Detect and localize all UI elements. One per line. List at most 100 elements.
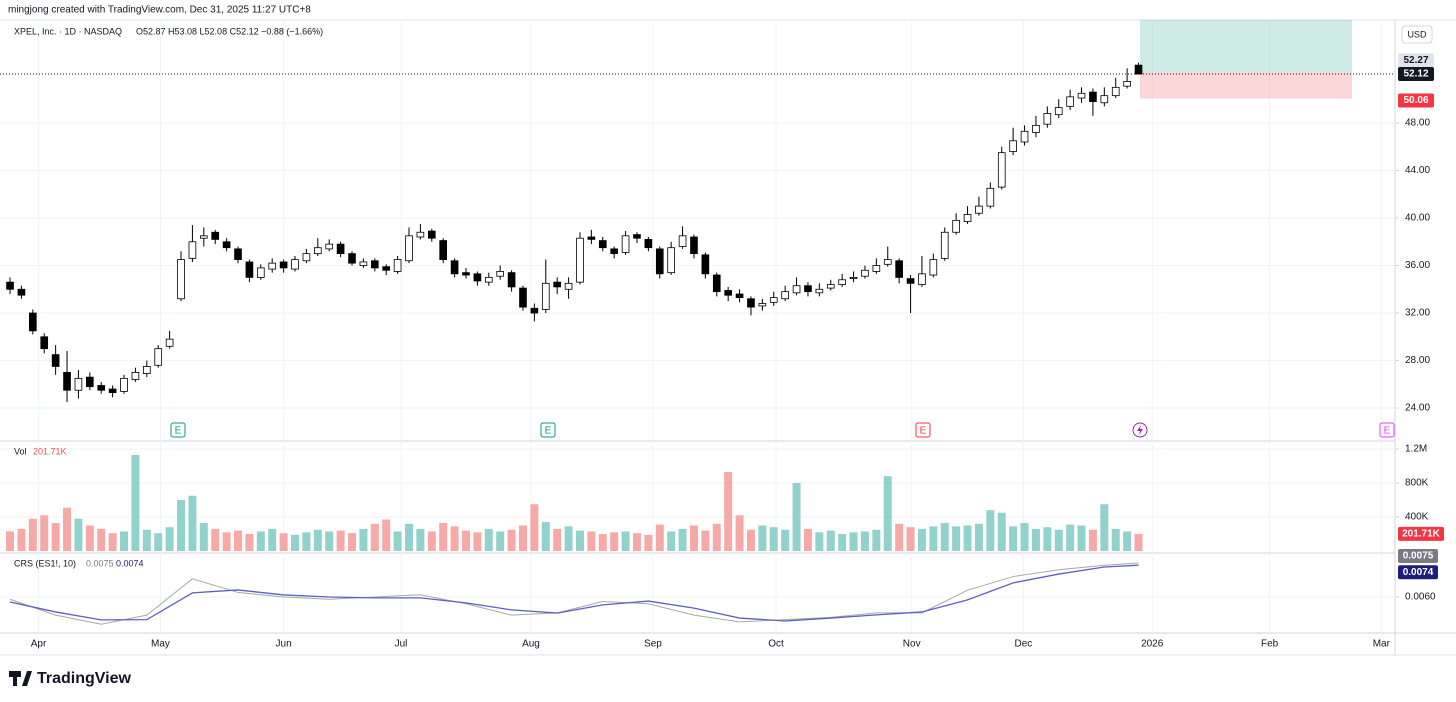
- candle-body: [633, 234, 641, 239]
- volume-bar: [450, 526, 459, 551]
- candle-body: [769, 297, 778, 303]
- x-tick-label: Nov: [903, 639, 921, 650]
- candle-body: [667, 247, 675, 274]
- volume-bar: [234, 530, 242, 551]
- candle-body: [462, 272, 470, 276]
- candle-body: [211, 231, 220, 240]
- volume-bar: [177, 499, 186, 551]
- candle-body: [1111, 86, 1120, 97]
- candle-body: [40, 336, 49, 350]
- crs-tag-box: [1398, 548, 1438, 563]
- x-tick-label: Dec: [1014, 639, 1032, 650]
- candle-body: [519, 287, 527, 308]
- volume-bar: [1134, 533, 1143, 551]
- y-tick-label: 48.00: [1405, 118, 1430, 129]
- lightning-icon: [1137, 425, 1143, 435]
- volume-bar: [587, 531, 596, 551]
- candle-body: [416, 231, 425, 238]
- candle-body: [302, 253, 311, 262]
- volume-bar: [735, 515, 744, 551]
- candle-body: [427, 230, 436, 239]
- candle-body: [1032, 124, 1040, 133]
- last-price-label-box: [1398, 67, 1434, 82]
- candle-body: [690, 236, 698, 255]
- candle-body: [1100, 95, 1109, 104]
- earnings-marker: E: [540, 422, 556, 438]
- candle-body: [496, 271, 505, 277]
- candle-body: [735, 293, 744, 298]
- volume-bar: [1077, 525, 1086, 551]
- position-stop-zone: [1140, 72, 1352, 99]
- volume-bar: [769, 527, 778, 551]
- volume-legend-value: 201.71K: [33, 446, 67, 456]
- volume-bar: [792, 482, 801, 551]
- candle-body: [382, 266, 391, 271]
- logo-text: TradingView: [37, 670, 132, 687]
- y-tick-label: 44.00: [1405, 165, 1430, 176]
- symbol: XPEL, Inc. · 1D · NASDAQ: [14, 26, 122, 36]
- y-tick-label: 400K: [1405, 512, 1429, 523]
- marker-label: E: [920, 426, 927, 437]
- candle-body: [188, 241, 197, 259]
- candle-body: [370, 260, 379, 269]
- candle-body: [724, 290, 732, 296]
- volume-bar: [689, 525, 698, 551]
- candle-body: [325, 243, 334, 250]
- candle-body: [826, 284, 835, 289]
- candle-body: [484, 276, 493, 283]
- volume-bar: [917, 528, 926, 551]
- volume-bar: [74, 518, 83, 551]
- candle-body: [895, 260, 903, 278]
- volume-bar: [838, 533, 847, 551]
- volume-bar: [1111, 528, 1120, 551]
- volume-bar: [997, 512, 1006, 551]
- volume-bar: [222, 532, 231, 551]
- dividend-marker: [1132, 422, 1148, 438]
- candle-body: [336, 243, 345, 255]
- volume-bar: [325, 531, 334, 551]
- volume-bar: [291, 534, 299, 551]
- candle-body: [929, 259, 938, 276]
- entry-price-label-box: [1398, 53, 1434, 68]
- volume-bar: [1066, 524, 1075, 551]
- volume-bar: [849, 532, 858, 551]
- volume-bar: [1009, 526, 1018, 551]
- position-target-zone: [1140, 20, 1352, 73]
- candle-body: [621, 235, 630, 253]
- volume-bar: [1043, 527, 1052, 551]
- candle-body: [74, 377, 83, 391]
- candle-body: [268, 262, 277, 270]
- candle-body: [359, 261, 368, 266]
- volume-bar: [883, 476, 892, 551]
- candle-body: [120, 377, 128, 392]
- volume-bar: [530, 504, 539, 551]
- volume-bar: [393, 531, 402, 551]
- volume-bar: [724, 471, 733, 551]
- marker-box: [1379, 422, 1395, 438]
- candle-body: [747, 298, 755, 308]
- volume-bar: [496, 531, 505, 551]
- earnings-marker: E: [915, 422, 931, 438]
- entry-price-label: 52.27: [1403, 55, 1428, 66]
- credit: mingjong created with TradingView.com, D…: [8, 5, 311, 16]
- volume-bar: [279, 533, 288, 551]
- candle-body: [849, 276, 858, 279]
- crs-tag-box: [1398, 565, 1438, 580]
- volume-bar: [541, 522, 550, 551]
- volume-bar: [199, 522, 208, 551]
- volume-bar: [667, 531, 676, 551]
- crs-title: CRS (ES1!, 10): [14, 558, 76, 568]
- y-tick-label: 24.00: [1405, 403, 1430, 414]
- candle-body: [86, 376, 94, 388]
- volume-tag-box: [1398, 526, 1444, 541]
- candle-body: [393, 259, 402, 272]
- volume-bar: [906, 527, 915, 551]
- marker-box: [915, 422, 931, 438]
- volume-bar: [974, 523, 983, 551]
- candle-body: [975, 205, 983, 214]
- candle-body: [165, 338, 174, 347]
- x-tick-label: Apr: [31, 639, 47, 650]
- candle-body: [1077, 92, 1086, 99]
- volume-bar: [1123, 531, 1132, 551]
- crs-tag: 0.0075: [1403, 551, 1434, 562]
